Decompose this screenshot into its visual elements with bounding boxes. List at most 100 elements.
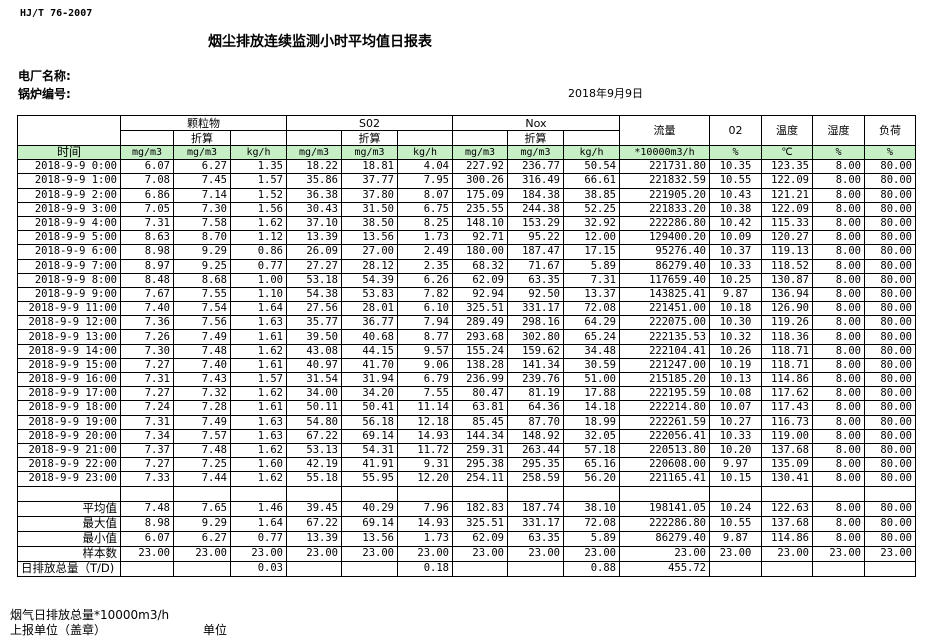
value-cell: 130.41 xyxy=(761,471,813,487)
value-cell: 18.22 xyxy=(286,159,342,175)
unit-cell: *10000m3/h xyxy=(619,144,710,161)
value-cell: 8.00 xyxy=(812,201,865,217)
daily-total-value xyxy=(173,560,231,577)
value-cell: 1.62 xyxy=(230,343,287,359)
value-cell: 35.86 xyxy=(286,173,342,189)
value-cell: 27.27 xyxy=(286,258,342,274)
table-row: 2018-9-9 4:00 7.31 7.58 1.62 37.10 38.50 8.25 1… xyxy=(17,215,916,232)
value-cell: 114.86 xyxy=(761,371,813,388)
time-cell: 2018-9-9 8:00 xyxy=(17,272,121,288)
value-cell: 7.48 xyxy=(173,442,231,459)
blank-cell xyxy=(452,485,508,502)
daily-total-value xyxy=(709,560,762,577)
value-cell: 222214.80 xyxy=(619,400,710,416)
stat-value: 38.10 xyxy=(563,500,620,517)
value-cell: 56.18 xyxy=(341,414,398,430)
table-row: 2018-9-9 3:00 7.05 7.30 1.56 30.43 31.50 6.75 2… xyxy=(17,201,916,217)
value-cell: 40.97 xyxy=(286,357,342,374)
value-cell: 10.25 xyxy=(709,272,762,288)
daily-total-value: 0.88 xyxy=(563,560,620,577)
value-cell: 122.09 xyxy=(761,201,813,217)
value-cell: 28.12 xyxy=(341,258,398,274)
value-cell: 1.61 xyxy=(230,357,287,374)
stat-value: 23.00 xyxy=(173,545,231,562)
value-cell: 17.15 xyxy=(563,244,620,260)
stat-value: 23.00 xyxy=(563,545,620,562)
blank-row xyxy=(17,485,916,502)
value-cell: 7.05 xyxy=(120,201,174,217)
value-cell: 13.37 xyxy=(563,286,620,303)
value-cell: 129400.20 xyxy=(619,230,710,246)
value-cell: 10.18 xyxy=(709,301,762,317)
value-cell: 72.08 xyxy=(563,301,620,317)
value-cell: 144.34 xyxy=(452,428,508,444)
stat-row: 样本数 23.00 23.00 23.00 23.00 23.00 23.00 23.00 23… xyxy=(17,545,916,562)
value-cell: 38.85 xyxy=(563,187,620,203)
value-cell: 53.83 xyxy=(341,286,398,303)
time-cell: 2018-9-9 19:00 xyxy=(17,414,121,430)
table-row: 2018-9-9 18:00 7.24 7.28 1.61 50.11 50.41 11.1… xyxy=(17,400,916,416)
stat-value: 23.00 xyxy=(341,545,398,562)
value-cell: 86279.40 xyxy=(619,258,710,274)
value-cell: 137.68 xyxy=(761,442,813,459)
converted-header: 折算 xyxy=(173,130,231,146)
value-cell: 50.11 xyxy=(286,400,342,416)
stat-value: 0.77 xyxy=(230,530,287,547)
value-cell: 7.31 xyxy=(563,272,620,288)
value-cell: 8.00 xyxy=(812,215,865,232)
value-cell: 215185.20 xyxy=(619,371,710,388)
value-cell: 30.59 xyxy=(563,357,620,374)
value-cell: 80.00 xyxy=(864,201,916,217)
value-cell: 40.68 xyxy=(341,329,398,345)
value-cell: 244.38 xyxy=(507,201,564,217)
value-cell: 7.94 xyxy=(397,315,453,331)
value-cell: 80.00 xyxy=(864,457,916,473)
column-header-1: 02 xyxy=(709,115,762,146)
value-cell: 8.00 xyxy=(812,272,865,288)
value-cell: 80.00 xyxy=(864,400,916,416)
value-cell: 92.50 xyxy=(507,286,564,303)
value-cell: 10.20 xyxy=(709,442,762,459)
value-cell: 258.59 xyxy=(507,471,564,487)
blank-cell xyxy=(563,485,620,502)
value-cell: 80.00 xyxy=(864,272,916,288)
value-cell: 14.93 xyxy=(397,428,453,444)
unit-cell: % xyxy=(864,144,916,161)
stat-value: 69.14 xyxy=(341,515,398,532)
value-cell: 8.68 xyxy=(173,272,231,288)
value-cell: 10.35 xyxy=(709,159,762,175)
value-cell: 7.27 xyxy=(120,386,174,402)
value-cell: 9.57 xyxy=(397,343,453,359)
value-cell: 37.77 xyxy=(341,173,398,189)
value-cell: 1.57 xyxy=(230,173,287,189)
value-cell: 7.54 xyxy=(173,301,231,317)
value-cell: 316.49 xyxy=(507,173,564,189)
value-cell: 11.72 xyxy=(397,442,453,459)
value-cell: 54.80 xyxy=(286,414,342,430)
value-cell: 10.19 xyxy=(709,357,762,374)
boiler-number-label: 锅炉编号: xyxy=(18,87,71,101)
value-cell: 222056.41 xyxy=(619,428,710,444)
value-cell: 80.00 xyxy=(864,329,916,345)
value-cell: 7.32 xyxy=(173,386,231,402)
report-table: 颗粒物 S02 Nox 流量 02 温度 湿度 负荷 折算 折算 折算 时间 mg/m3 mg/m3 kg/… xyxy=(17,115,916,577)
value-cell: 119.26 xyxy=(761,315,813,331)
value-cell: 254.11 xyxy=(452,471,508,487)
value-cell: 8.00 xyxy=(812,371,865,388)
value-cell: 80.00 xyxy=(864,315,916,331)
value-cell: 8.77 xyxy=(397,329,453,345)
stat-value: 8.00 xyxy=(812,530,865,547)
value-cell: 300.26 xyxy=(452,173,508,189)
column-header-4: 负荷 xyxy=(864,115,916,146)
time-cell: 2018-9-9 7:00 xyxy=(17,258,121,274)
value-cell: 1.63 xyxy=(230,414,287,430)
time-cell: 2018-9-9 20:00 xyxy=(17,428,121,444)
value-cell: 7.95 xyxy=(397,173,453,189)
value-cell: 1.52 xyxy=(230,187,287,203)
blank-cell xyxy=(709,485,762,502)
table-row: 2018-9-9 5:00 8.63 8.70 1.12 13.39 13.56 1.73 9… xyxy=(17,230,916,246)
value-cell: 80.00 xyxy=(864,371,916,388)
value-cell: 64.29 xyxy=(563,315,620,331)
value-cell: 8.00 xyxy=(812,414,865,430)
value-cell: 117.43 xyxy=(761,400,813,416)
